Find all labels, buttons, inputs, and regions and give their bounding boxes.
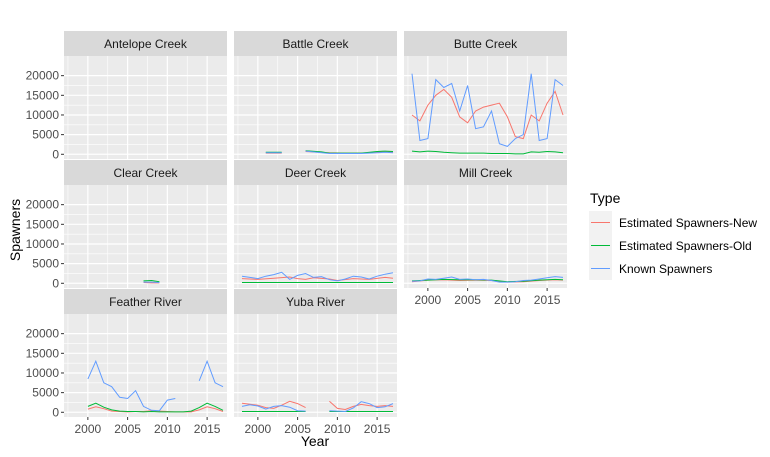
- y-tick-label: 5000: [32, 128, 59, 142]
- gridlines-antelope-creek: [64, 56, 227, 159]
- y-tick-label: 20000: [26, 327, 60, 341]
- panel-antelope-creek: Antelope Creek: [64, 31, 227, 159]
- y-tick-label: 15000: [26, 346, 60, 360]
- gridlines-clear-creek: [64, 185, 227, 288]
- legend: Type Estimated Spawners-New Estimated Spa…: [589, 190, 757, 280]
- strip-battle-creek: [234, 31, 397, 56]
- strip-label-feather-river: Feather River: [109, 295, 182, 309]
- strip-label-battle-creek: Battle Creek: [282, 37, 349, 51]
- plot-bg-yuba-river: [234, 314, 397, 417]
- strip-label-antelope-creek: Antelope Creek: [104, 37, 188, 51]
- y-tick-label: 5000: [32, 386, 59, 400]
- strip-feather-river: [64, 289, 227, 314]
- gridlines-battle-creek: [234, 56, 397, 159]
- y-axes: 0 5000 10000 15000 20000 0 5000 10000 15000 20000…: [26, 69, 64, 419]
- series-line-feather-river-known-spawners-1: [87, 359, 176, 412]
- series-line-deer-creek-known-spawners: [241, 271, 394, 282]
- y-tick-label: 10000: [26, 108, 60, 122]
- strip-mill-creek: [404, 160, 567, 185]
- plot-bg-deer-creek: [234, 185, 397, 288]
- x-tick-label: 2000: [245, 422, 272, 436]
- y-tick-label: 15000: [26, 88, 60, 102]
- legend-label-known-spawners: Known Spawners: [619, 262, 712, 276]
- panel-clear-creek: Clear Creek: [64, 160, 227, 288]
- series-line-butte-creek-estimated-spawners-new: [411, 88, 564, 140]
- plot-bg-battle-creek: [234, 56, 397, 159]
- y-tick-label: 0: [52, 276, 59, 290]
- panel-mill-creek: Mill Creek: [404, 160, 567, 288]
- y-tick-label: 10000: [26, 366, 60, 380]
- panel-butte-creek: Butte Creek: [404, 31, 567, 159]
- x-tick-label: 2000: [75, 422, 102, 436]
- y-tick-label: 10000: [26, 237, 60, 251]
- series-line-clear-creek-estimated-spawners-old: [143, 279, 160, 283]
- strip-yuba-river: [234, 289, 397, 314]
- strip-deer-creek: [234, 160, 397, 185]
- x-tick-label: 2005: [284, 422, 311, 436]
- series-line-butte-creek-known-spawners: [411, 73, 564, 147]
- plot-bg-antelope-creek: [64, 56, 227, 159]
- series-line-mill-creek-known-spawners: [411, 276, 564, 283]
- panel-feather-river: Feather River: [64, 289, 227, 417]
- x-tick-label: 2015: [534, 293, 561, 307]
- plot-bg-feather-river: [64, 314, 227, 417]
- panel-yuba-river: Yuba River: [234, 289, 397, 417]
- x-tick-label: 2010: [154, 422, 181, 436]
- strip-label-mill-creek: Mill Creek: [459, 166, 513, 180]
- strip-label-deer-creek: Deer Creek: [285, 166, 347, 180]
- y-tick-label: 20000: [26, 69, 60, 83]
- gridlines-feather-river: [64, 314, 227, 417]
- series-line-battle-creek-known-spawners-2: [305, 150, 394, 154]
- strip-label-clear-creek: Clear Creek: [113, 166, 178, 180]
- x-tick-label: 2000: [415, 293, 442, 307]
- series-line-feather-river-known-spawners-2: [198, 359, 224, 388]
- x-tick-label: 2005: [454, 293, 481, 307]
- x-axes: 2000 2005 2010 2015 2000 2005 2010 2015 2000 2005…: [75, 288, 561, 436]
- y-tick-label: 0: [52, 405, 59, 419]
- y-tick-label: 15000: [26, 217, 60, 231]
- strip-label-yuba-river: Yuba River: [286, 295, 345, 309]
- y-tick-label: 20000: [26, 198, 60, 212]
- x-axis-title: Year: [301, 433, 330, 449]
- plot-bg-clear-creek: [64, 185, 227, 288]
- strip-antelope-creek: [64, 31, 227, 56]
- x-tick-label: 2015: [194, 422, 221, 436]
- x-tick-label: 2010: [324, 422, 351, 436]
- legend-label-estimated-spawners-old: Estimated Spawners-Old: [619, 239, 752, 253]
- plot-bg-butte-creek: [404, 56, 567, 159]
- strip-butte-creek: [404, 31, 567, 56]
- legend-title: Type: [590, 190, 621, 206]
- y-tick-label: 5000: [32, 257, 59, 271]
- gridlines-yuba-river: [234, 314, 397, 417]
- y-axis-title: Spawners: [7, 199, 23, 261]
- x-tick-label: 2005: [114, 422, 141, 436]
- series-line-yuba-river-estimated-spawners-new-1: [241, 400, 306, 409]
- legend-label-estimated-spawners-new: Estimated Spawners-New: [619, 216, 757, 230]
- series-line-feather-river-estimated-spawners-old: [87, 402, 224, 413]
- panel-battle-creek: Battle Creek: [234, 31, 397, 159]
- series-line-yuba-river-known-spawners-1: [241, 404, 306, 412]
- series-line-butte-creek-estimated-spawners-old: [411, 150, 564, 155]
- panel-grid: Antelope Creek Battle Creek Butte Creek Cle…: [64, 31, 567, 417]
- series-line-yuba-river-known-spawners-2: [329, 401, 394, 413]
- plot-bg-mill-creek: [404, 185, 567, 288]
- y-tick-label: 0: [52, 147, 59, 161]
- strip-clear-creek: [64, 160, 227, 185]
- x-tick-label: 2015: [364, 422, 391, 436]
- gridlines-mill-creek: [404, 185, 567, 288]
- gridlines-deer-creek: [234, 185, 397, 288]
- strip-label-butte-creek: Butte Creek: [454, 37, 518, 51]
- x-tick-label: 2010: [494, 293, 521, 307]
- series-line-yuba-river-estimated-spawners-new-2: [329, 400, 394, 411]
- panel-deer-creek: Deer Creek: [234, 160, 397, 288]
